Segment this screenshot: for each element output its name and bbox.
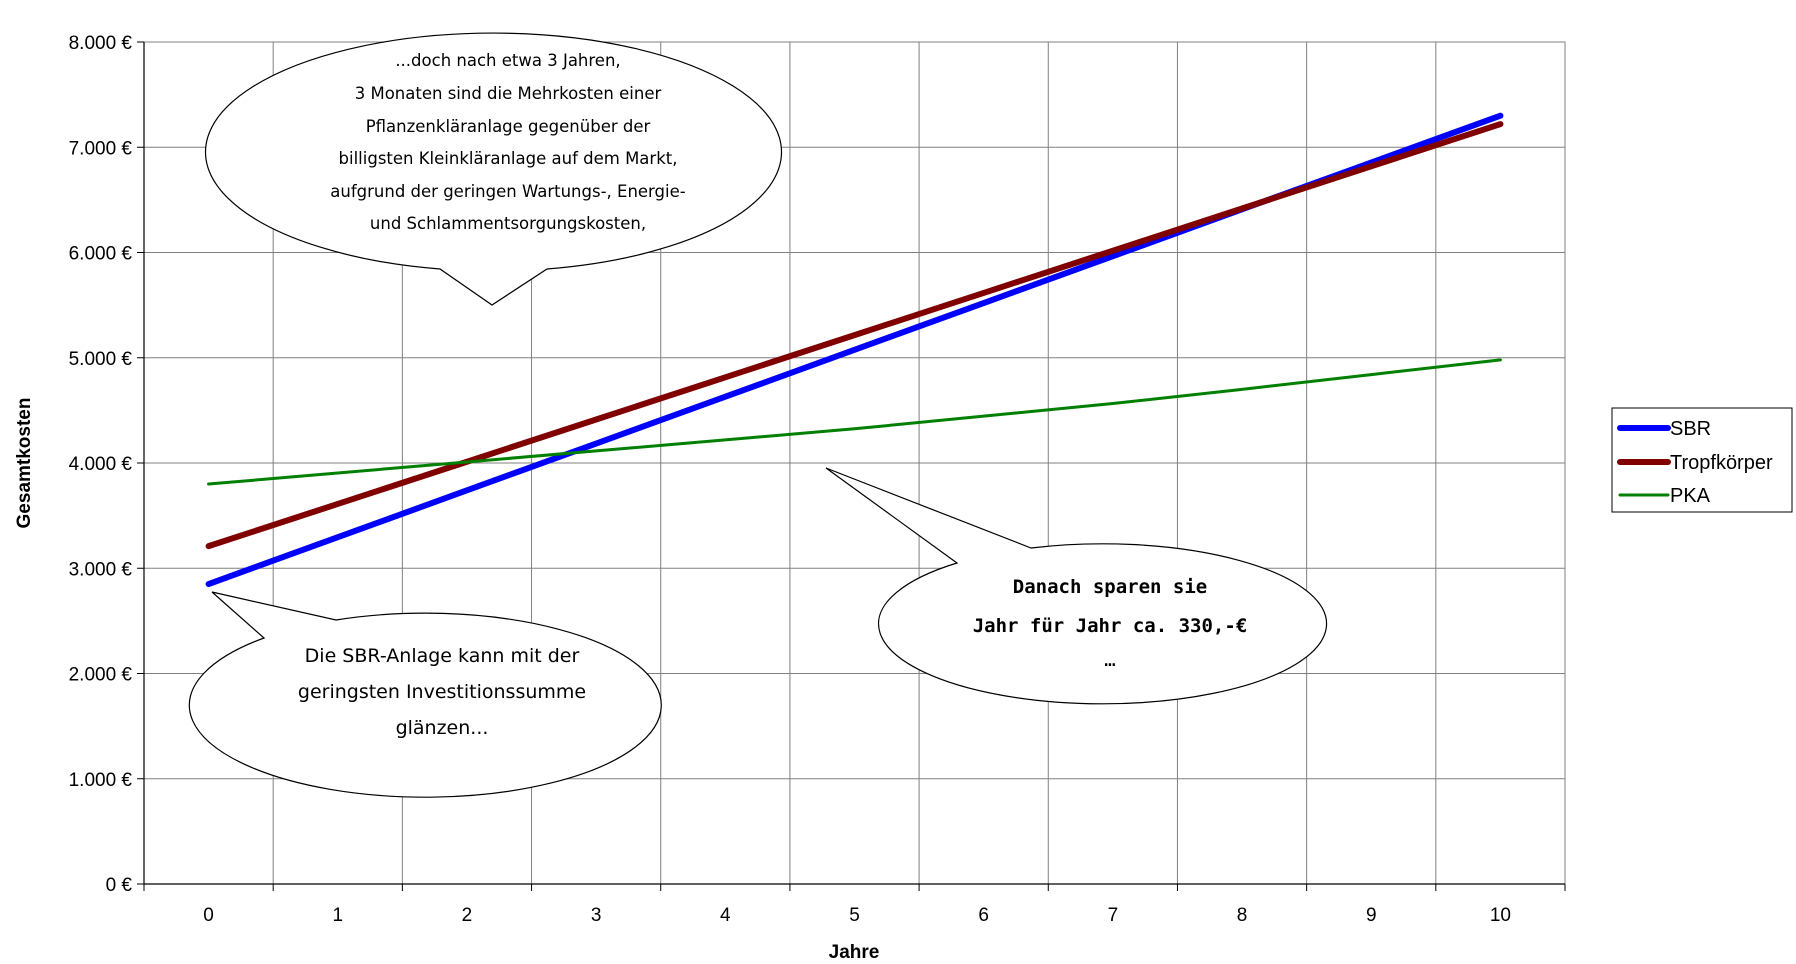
callout-bottom-left-line-1: Die SBR-Anlage kann mit der (305, 645, 580, 667)
y-tick-label: 7.000 € (69, 138, 133, 159)
y-tick-labels: 0 € 1.000 € 2.000 € 3.000 € 4.000 € 5.000 € 6.… (69, 33, 133, 896)
series-lines (205, 112, 1504, 588)
callout-top-line-5: aufgrund der geringen Wartungs-, Energie… (330, 182, 685, 201)
y-tick-label: 5.000 € (69, 349, 133, 370)
x-tick-label: 5 (849, 905, 860, 926)
callout-top-bubble (204, 32, 783, 306)
callout-right: Danach sparen sie Jahr für Jahr ca. 330,… (825, 467, 1328, 705)
x-tick-label: 6 (978, 905, 989, 926)
legend: SBR Tropfkörper PKA (1611, 407, 1793, 513)
callout-right-line-1: Danach sparen sie (1013, 576, 1207, 598)
callout-right-line-3: … (1104, 649, 1115, 671)
y-tick-label: 1.000 € (69, 770, 133, 791)
legend-label-tropfkoerper: Tropfkörper (1670, 452, 1773, 474)
legend-label-pka: PKA (1670, 485, 1711, 507)
callout-top-line-1: ...doch nach etwa 3 Jahren, (395, 51, 620, 70)
y-tick-label: 8.000 € (69, 33, 133, 54)
series-line-pka (207, 358, 1502, 486)
y-tick-label: 0 € (106, 875, 133, 896)
y-axis-title: Gesamtkosten (14, 398, 35, 529)
x-tick-labels: 0 1 2 3 4 5 6 7 8 9 10 (203, 905, 1511, 926)
x-axis-title: Jahre (829, 942, 880, 963)
callout-right-line-2: Jahr für Jahr ca. 330,-€ (973, 615, 1248, 637)
callout-bottom-left-line-3: glänzen... (396, 717, 489, 739)
y-tick-label: 2.000 € (69, 665, 133, 686)
callout-top-line-2: 3 Monaten sind die Mehrkosten einer (355, 84, 662, 103)
x-tick-label: 9 (1366, 905, 1377, 926)
x-tick-label: 1 (332, 905, 343, 926)
callout-bottom-left: Die SBR-Anlage kann mit der geringsten I… (188, 591, 662, 798)
x-tick-label: 4 (720, 905, 731, 926)
y-tick-label: 6.000 € (69, 244, 133, 265)
series-line-tropfk-rper (205, 121, 1504, 550)
callout-top-line-3: Pflanzenkläranlage gegenüber der (366, 117, 651, 136)
callout-top-line-6: und Schlammentsorgungskosten, (370, 214, 646, 233)
callout-top: ...doch nach etwa 3 Jahren, 3 Monaten si… (204, 32, 783, 306)
callout-right-bubble (825, 467, 1328, 705)
x-tick-label: 7 (1108, 905, 1119, 926)
y-tick-label: 4.000 € (69, 454, 133, 475)
callout-bottom-left-line-2: geringsten Investitionssumme (298, 681, 586, 703)
callout-bottom-left-bubble (188, 591, 662, 798)
legend-label-sbr: SBR (1670, 418, 1711, 440)
x-tick-label: 2 (462, 905, 473, 926)
x-tick-label: 3 (591, 905, 602, 926)
y-tick-label: 3.000 € (69, 559, 133, 580)
callout-top-line-4: billigsten Kleinkläranlage auf dem Markt… (339, 149, 678, 168)
axes (137, 41, 1566, 891)
x-tick-label: 8 (1237, 905, 1248, 926)
x-tick-label: 10 (1490, 905, 1511, 926)
x-tick-label: 0 (203, 905, 214, 926)
